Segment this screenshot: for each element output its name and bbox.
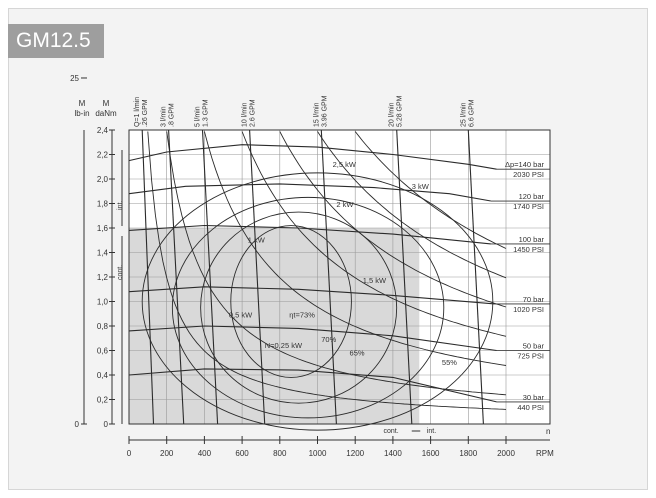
power-curve [354,131,507,249]
flow-label: 3 l/min [161,106,168,127]
pressure-bar-label: Δp=140 bar [505,160,545,169]
pressure-bar-label: 70 bar [523,295,545,304]
efficiency-contour [230,225,352,378]
power-curve [241,131,507,337]
chart-title: GM12.5 [8,24,104,58]
y-tick-label-danm: 2,2 [97,151,109,160]
y-axis-title-lbin: M [79,99,86,108]
x-tick-label: 1600 [422,449,440,458]
pressure-psi-label: 440 PSI [517,403,544,412]
x-tick-label: 800 [273,449,287,458]
x-tick-label: 400 [198,449,212,458]
efficiency-contour [200,211,398,404]
flow-line [249,129,266,425]
pressure-bar-label: 120 bar [519,192,545,201]
efficiency-label: 55% [442,358,457,367]
flow-label: 10 l/min [242,102,249,127]
flow-gpm-label: .8 GPM [169,103,176,127]
y-tick-label-danm: 1,2 [97,273,109,282]
power-label: 2,5 kW [333,160,357,169]
power-curve [147,131,507,410]
power-label: 1 kW [248,236,266,245]
pressure-line [128,325,497,352]
pressure-line [128,183,491,202]
power-label: N=0,25 kW [265,341,303,350]
flow-gpm-label: 5.28 GPM [397,95,404,127]
y-tick-label-danm: 0,2 [97,396,109,405]
flow-label: 20 l/min [389,102,396,127]
efficiency-label: 65% [350,348,365,357]
flow-gpm-label: 6.6 GPM [468,99,475,127]
flow-line [141,129,155,425]
x-tick-label: 200 [160,449,174,458]
y-axis-unit-lbin: lb-in [74,109,89,118]
cont-speed-label: cont. [383,428,398,435]
y-tick-label-danm: 1,4 [97,249,109,258]
int-torque-label: int. [117,201,124,210]
pressure-line [128,144,497,170]
pressure-psi-label: 1020 PSI [513,305,544,314]
x-tick-label: 600 [235,449,249,458]
y-tick-label-danm: 2,0 [97,175,109,184]
power-label: 3 kW [412,182,430,191]
flow-line [201,129,219,425]
flow-line [320,129,337,425]
x-axis-title: n [546,427,550,436]
power-curve [203,131,507,366]
y-tick-label-danm: 1,0 [97,298,109,307]
cont-torque-label: cont. [117,265,124,280]
pressure-bar-label: 100 bar [519,235,545,244]
x-axis-unit: RPM [536,449,554,458]
x-tick-label: 1200 [346,449,364,458]
y-tick-label-danm: 1,6 [97,224,109,233]
x-tick-label: 1800 [459,449,477,458]
y-tick-label-danm: 0,6 [97,347,109,356]
flow-label: 15 l/min [313,102,320,127]
pressure-line [128,286,495,305]
y-tick-label-lbin: 25 [70,74,79,83]
efficiency-label: ηt=73% [289,310,315,319]
plot-frame [128,129,551,425]
efficiency-contour [171,196,445,419]
y-tick-label-danm: 2,4 [97,126,109,135]
y-axis-title-danm: M [103,99,110,108]
pressure-bar-label: 30 bar [523,393,545,402]
power-curve [317,131,507,279]
x-tick-label: 2000 [497,449,515,458]
flow-gpm-label: 1.3 GPM [203,99,210,127]
flow-gpm-label: 2.6 GPM [250,99,257,127]
flow-gpm-label: .26 GPM [142,99,149,127]
power-label: 2 kW [336,200,354,209]
x-tick-label: 0 [127,449,132,458]
flow-gpm-label: 3.96 GPM [321,95,328,127]
pressure-psi-label: 725 PSI [517,352,544,361]
pressure-bar-label: 50 bar [523,342,545,351]
efficiency-label: 70% [321,335,336,344]
y-tick-label-danm: 0,8 [97,322,109,331]
pressure-line [128,368,497,403]
int-speed-label: int. [427,428,436,435]
power-label: 0,5 kW [229,310,253,319]
flow-label: 25 l/min [460,102,467,127]
power-curve [279,131,507,308]
efficiency-contour [141,172,494,431]
flow-label: Q=1 l/min [134,97,141,127]
flow-label: 5 l/min [195,106,202,127]
flow-line [168,129,185,425]
pressure-psi-label: 2030 PSI [513,170,544,179]
pressure-psi-label: 1740 PSI [513,202,544,211]
x-tick-label: 1000 [309,449,327,458]
power-curve [166,131,507,396]
pressure-line [128,224,491,245]
flow-line [467,129,484,425]
y-tick-label-lbin: 0 [75,420,80,429]
pressure-psi-label: 1450 PSI [513,245,544,254]
y-tick-label-danm: 0,4 [97,371,109,380]
x-tick-label: 1400 [384,449,402,458]
y-axis-unit-danm: daNm [95,109,117,118]
y-tick-label-danm: 1,8 [97,200,109,209]
power-label: 1,5 kW [363,276,387,285]
y-tick-label-danm: 0 [104,420,109,429]
